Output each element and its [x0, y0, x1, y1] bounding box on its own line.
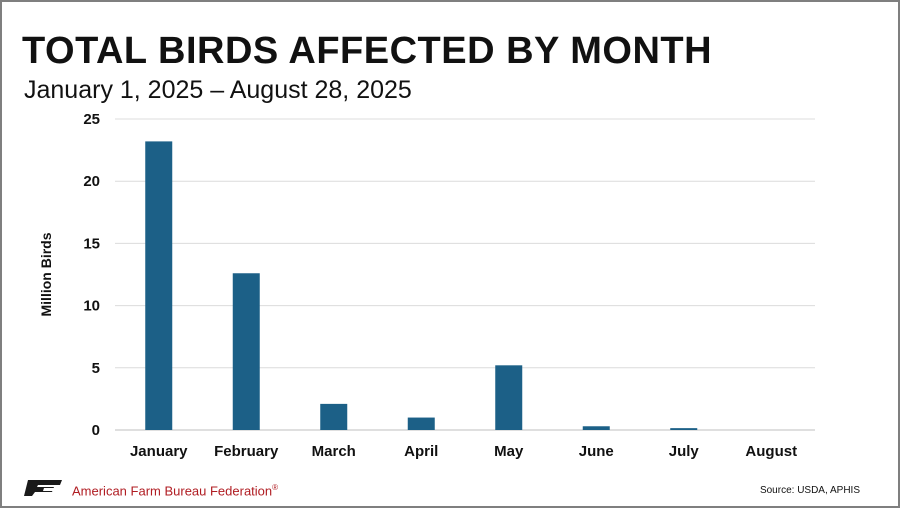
source-note: Source: USDA, APHIS — [759, 485, 860, 496]
organization-label: American Farm Bureau Federation — [72, 483, 273, 499]
chart-subtitle: January 1, 2025 – August 28, 2025 — [24, 76, 412, 104]
y-tick-label: 0 — [92, 422, 100, 439]
x-tick-label: June — [579, 443, 614, 460]
y-tick-label: 5 — [92, 360, 100, 377]
trademark-symbol: ® — [272, 483, 279, 492]
x-tick-label: July — [669, 443, 700, 460]
afbf-logo-icon — [24, 480, 62, 496]
y-axis-label: Million Birds — [38, 232, 54, 316]
bar — [407, 417, 435, 430]
bar — [670, 428, 698, 430]
x-tick-label: May — [494, 443, 524, 460]
chart-title: TOTAL BIRDS AFFECTED BY MONTH — [22, 30, 713, 72]
bar — [232, 273, 260, 430]
y-tick-label: 20 — [83, 173, 100, 190]
bar-chart: 0 5 10 15 20 25 January February March April May Ju… — [38, 111, 815, 460]
bar — [145, 141, 173, 430]
x-tick-label: February — [214, 443, 279, 460]
bar — [320, 403, 348, 430]
y-tick-label: 15 — [83, 235, 100, 252]
y-tick-label: 10 — [83, 298, 100, 315]
bar — [495, 365, 523, 430]
x-tick-label: January — [130, 443, 188, 460]
y-tick-label: 25 — [83, 111, 100, 128]
x-tick-label: March — [312, 443, 356, 460]
bar — [582, 426, 610, 430]
organization-name: American Farm Bureau Federation® — [72, 483, 278, 498]
x-tick-label: April — [404, 443, 438, 460]
x-tick-label: August — [745, 443, 797, 460]
